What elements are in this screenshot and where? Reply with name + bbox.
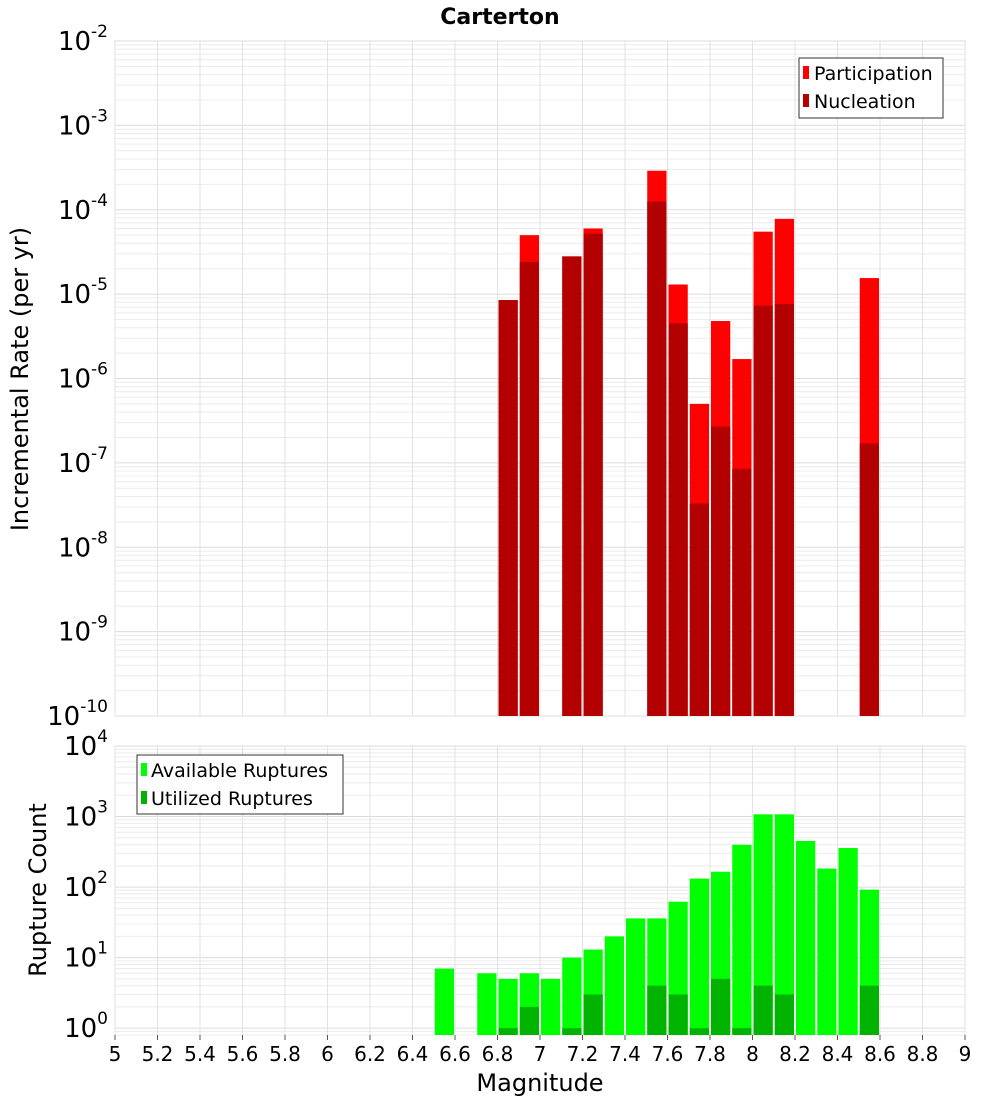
y-tick-label: 10-3 xyxy=(58,106,108,141)
x-axis-label: Magnitude xyxy=(476,1069,603,1097)
bottom-legend: Available Ruptures Utilized Ruptures xyxy=(136,754,344,815)
x-tick-label: 6.6 xyxy=(439,1042,471,1066)
x-tick-label: 6 xyxy=(321,1042,334,1066)
x-tick-label: 7.2 xyxy=(567,1042,599,1066)
bar-available-ruptures xyxy=(434,968,454,1035)
x-tick-label: 5 xyxy=(109,1042,122,1066)
y-tick-label: 10-5 xyxy=(58,275,108,310)
legend-label-participation: Participation xyxy=(814,63,933,85)
bar-available-ruptures xyxy=(541,978,561,1035)
bar-utilized-ruptures xyxy=(498,1028,518,1035)
bar-utilized-ruptures xyxy=(859,985,879,1035)
bar-nucleation xyxy=(647,201,667,716)
top-grid xyxy=(114,40,966,717)
bar-nucleation xyxy=(732,468,752,716)
top-legend-box xyxy=(798,57,944,119)
bar-available-ruptures xyxy=(604,936,624,1035)
legend-label-nucleation: Nucleation xyxy=(814,91,916,113)
bar-utilized-ruptures xyxy=(774,994,794,1035)
chart-title: Carterton xyxy=(440,5,559,30)
x-ticks: 5 5.2 5.4 5.6 5.8 6 6.2 6.4 6.6 6.8 7 7.2 7.4 7.6 7.8 8… xyxy=(109,1035,972,1066)
bar-nucleation xyxy=(753,305,773,716)
bar-nucleation xyxy=(668,323,688,716)
top-legend: Participation Nucleation xyxy=(798,57,944,119)
bar-utilized-ruptures xyxy=(689,1028,709,1035)
top-y-axis-label: Incremental Rate (per yr) xyxy=(6,227,34,531)
bar-utilized-ruptures xyxy=(562,1028,582,1035)
bottom-y-ticks: 100 101 102 103 104 xyxy=(64,727,108,1044)
bar-available-ruptures xyxy=(774,814,794,1035)
x-tick-label: 6.8 xyxy=(482,1042,514,1066)
top-y-ticks: 10-10 10-9 10-8 10-7 10-6 10-5 10-4 10-3 10-2 xyxy=(47,22,108,732)
y-tick-label: 10-2 xyxy=(58,22,108,57)
x-tick-label: 8.8 xyxy=(907,1042,939,1066)
bottom-y-axis-label: Rupture Count xyxy=(24,803,52,977)
bar-available-ruptures xyxy=(498,978,518,1035)
y-tick-label: 10-7 xyxy=(58,444,108,479)
bar-nucleation xyxy=(583,233,603,716)
y-tick-label: 103 xyxy=(64,798,108,833)
y-tick-label: 101 xyxy=(64,939,108,974)
x-tick-label: 7 xyxy=(534,1042,547,1066)
bar-utilized-ruptures xyxy=(753,985,773,1035)
bar-nucleation xyxy=(774,304,794,716)
y-tick-label: 100 xyxy=(64,1009,108,1044)
y-tick-label: 10-10 xyxy=(47,697,108,732)
y-tick-label: 10-8 xyxy=(58,528,108,563)
legend-swatch-utilized-ruptures xyxy=(141,791,147,804)
top-panel: 10-10 10-9 10-8 10-7 10-6 10-5 10-4 10-3 10-2 In… xyxy=(6,22,966,732)
legend-swatch-participation xyxy=(803,66,809,79)
bar-available-ruptures xyxy=(796,841,816,1035)
bottom-bars xyxy=(434,814,879,1035)
legend-label-utilized-ruptures: Utilized Ruptures xyxy=(151,788,313,810)
legend-swatch-available-ruptures xyxy=(141,763,147,776)
bar-utilized-ruptures xyxy=(732,1028,752,1035)
bar-nucleation xyxy=(689,503,709,716)
y-tick-label: 10-9 xyxy=(58,613,108,648)
y-tick-label: 10-6 xyxy=(58,360,108,395)
legend-swatch-nucleation xyxy=(803,94,809,107)
bar-available-ruptures xyxy=(562,957,582,1035)
bar-utilized-ruptures xyxy=(519,1006,539,1035)
bar-nucleation xyxy=(519,262,539,716)
x-tick-label: 8.6 xyxy=(864,1042,896,1066)
y-tick-label: 104 xyxy=(64,727,108,762)
x-tick-label: 7.6 xyxy=(652,1042,684,1066)
bar-nucleation xyxy=(859,443,879,716)
x-tick-label: 5.8 xyxy=(269,1042,301,1066)
bar-nucleation xyxy=(498,300,518,716)
x-tick-label: 8.2 xyxy=(779,1042,811,1066)
x-tick-label: 8 xyxy=(746,1042,759,1066)
bar-available-ruptures xyxy=(817,868,837,1035)
bar-utilized-ruptures xyxy=(711,978,731,1035)
x-tick-label: 7.4 xyxy=(609,1042,641,1066)
bar-available-ruptures xyxy=(626,918,646,1035)
bar-available-ruptures xyxy=(838,848,858,1035)
x-tick-label: 5.6 xyxy=(227,1042,259,1066)
x-tick-label: 6.4 xyxy=(397,1042,429,1066)
y-tick-label: 102 xyxy=(64,868,108,903)
legend-label-available-ruptures: Available Ruptures xyxy=(151,760,328,782)
x-tick-label: 8.4 xyxy=(822,1042,854,1066)
bar-available-ruptures xyxy=(753,814,773,1035)
y-tick-label: 10-4 xyxy=(58,191,108,226)
x-tick-label: 9 xyxy=(959,1042,972,1066)
bottom-legend-box xyxy=(136,754,344,815)
x-tick-label: 7.8 xyxy=(694,1042,726,1066)
bar-available-ruptures xyxy=(689,878,709,1035)
top-bars xyxy=(498,170,879,716)
bar-utilized-ruptures xyxy=(583,994,603,1035)
bar-nucleation xyxy=(562,256,582,716)
x-tick-label: 5.4 xyxy=(184,1042,216,1066)
bar-available-ruptures xyxy=(732,844,752,1035)
bar-utilized-ruptures xyxy=(668,994,688,1035)
x-tick-label: 6.2 xyxy=(354,1042,386,1066)
bottom-panel: 100 101 102 103 104 5 5.2 5.4 5.6 5.8 6 6.2 6.4 6.6 6… xyxy=(24,727,971,1097)
bar-available-ruptures xyxy=(477,973,497,1035)
bar-utilized-ruptures xyxy=(647,985,667,1035)
x-tick-label: 5.2 xyxy=(142,1042,174,1066)
bar-nucleation xyxy=(711,426,731,716)
